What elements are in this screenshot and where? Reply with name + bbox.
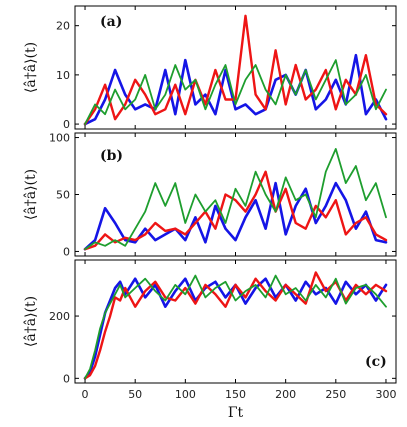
series-line-2 [83,14,388,126]
panels: 0 10 20 ⟨â†â⟩(t) (a) 0 50 100 ⟨â†â⟩(t) (b) 0 50 100 1… [23,5,397,421]
x-tick-label: 50 [128,388,142,401]
x-tick-label: 150 [225,388,246,401]
y-tick-label: 200 [49,310,70,323]
series-line-2 [83,271,388,380]
x-tick-label: 200 [275,388,296,401]
y-axis-label: ⟨â†â⟩(t) [23,42,39,93]
x-axis-label: Γt [228,405,244,421]
x-tick-label: 250 [325,388,346,401]
series-group [83,271,388,380]
x-tick-label: 0 [82,388,89,401]
y-tick-label: 0 [63,245,70,258]
series-group [83,14,388,126]
series-line-3 [84,147,387,251]
x-tick-label: 100 [175,388,196,401]
series-line-3 [84,59,387,125]
series-group [83,147,388,251]
panel-2: 0 50 100 ⟨â†â⟩(t) (b) [23,132,397,258]
y-tick-label: 0 [63,372,70,385]
series-line-1 [83,181,388,251]
panel-label: (c) [365,354,387,370]
y-tick-label: 10 [56,69,70,82]
y-tick-label: 20 [56,20,70,33]
series-line-1 [83,277,388,380]
panel-label: (b) [100,148,123,164]
series-line-2 [83,170,388,251]
panel-label: (a) [100,14,122,30]
y-tick-label: 0 [63,118,70,131]
y-tick-label: 100 [49,132,70,145]
series-line-3 [84,274,387,380]
y-axis-label: ⟨â†â⟩(t) [23,296,39,347]
y-axis-label: ⟨â†â⟩(t) [23,169,39,220]
series-line-1 [83,53,388,126]
panel-1: 0 10 20 ⟨â†â⟩(t) (a) [23,5,397,131]
panel-3: 0 50 100 150 200 250 300 0 200 ⟨â†â⟩(t) (c) Γt [23,259,397,421]
x-tick-label: 300 [375,388,396,401]
plot-frame [74,259,397,384]
y-tick-label: 50 [56,189,70,202]
